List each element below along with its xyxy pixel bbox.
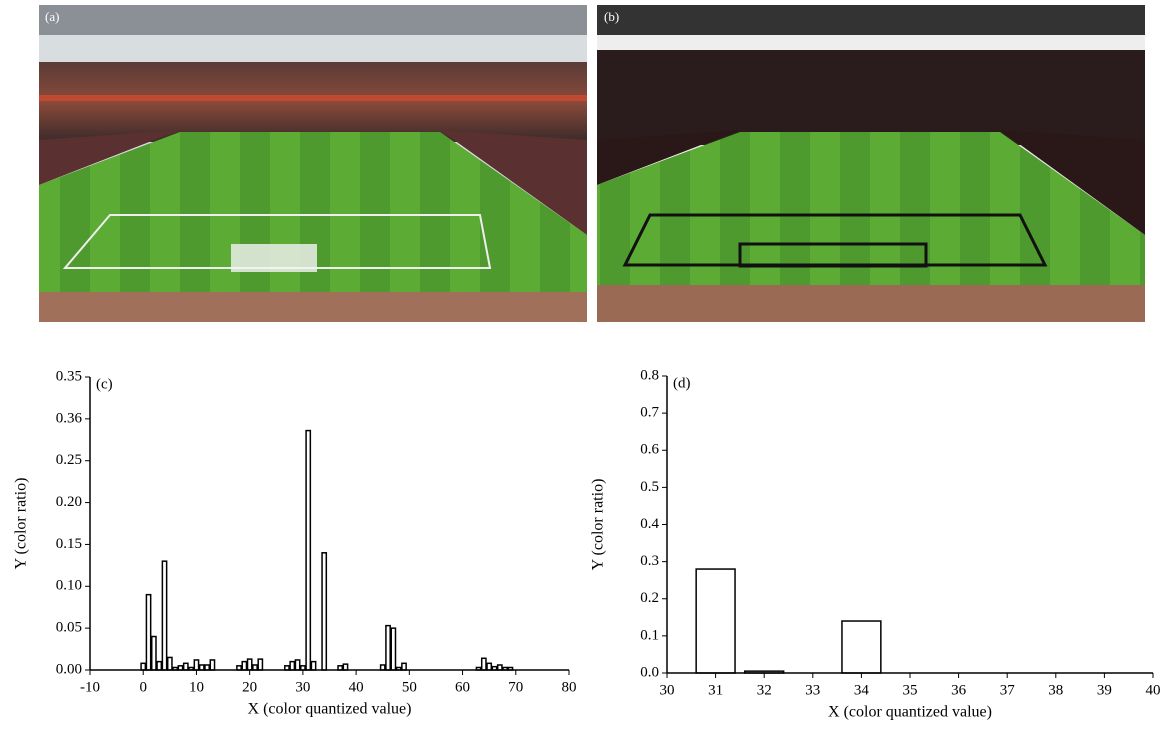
photo-a: (a) — [39, 5, 587, 322]
bar — [343, 664, 347, 670]
x-tick-label: 40 — [349, 679, 364, 695]
y-tick-label: 0.36 — [56, 410, 83, 426]
x-tick-label: 30 — [295, 679, 310, 695]
x-tick-label: 32 — [757, 682, 772, 698]
x-tick-label: 40 — [1146, 682, 1161, 698]
panel-label: (b) — [604, 9, 619, 24]
bar — [253, 665, 257, 670]
x-tick-label: 80 — [562, 679, 577, 695]
photo-b: (b) — [597, 5, 1145, 322]
y-tick-label: 0.7 — [640, 405, 659, 421]
x-tick-label: 10 — [189, 679, 204, 695]
x-tick-label: 70 — [508, 679, 523, 695]
y-tick-label: 0.35 — [56, 368, 82, 384]
bar — [391, 628, 395, 670]
y-tick-label: 0.10 — [56, 578, 82, 594]
y-tick-label: 0.5 — [640, 479, 659, 495]
panel-label: (d) — [673, 375, 691, 391]
x-tick-label: 20 — [242, 679, 257, 695]
y-tick-label: 0.0 — [640, 664, 659, 680]
x-tick-label: 33 — [805, 682, 820, 698]
bar — [295, 660, 299, 670]
y-tick-label: 0.20 — [56, 494, 82, 510]
x-tick-label: 31 — [708, 682, 723, 698]
bar — [205, 665, 209, 670]
bar — [482, 658, 486, 670]
bar — [381, 665, 385, 670]
panel-label: (a) — [45, 9, 59, 24]
x-tick-label: -10 — [80, 679, 100, 695]
y-tick-label: 0.1 — [640, 627, 659, 643]
y-tick-label: 0.00 — [56, 661, 82, 677]
y-tick-label: 0.6 — [640, 442, 659, 458]
x-tick-label: 60 — [455, 679, 470, 695]
y-tick-label: 0.05 — [56, 620, 82, 636]
bar — [402, 663, 406, 670]
x-axis-label: X (color quantized value) — [828, 704, 992, 721]
y-tick-label: 0.3 — [640, 553, 659, 569]
bar — [258, 659, 262, 670]
bar — [162, 561, 166, 670]
bar — [141, 663, 145, 670]
bar — [157, 662, 161, 670]
x-tick-label: 36 — [951, 682, 967, 698]
bar — [306, 431, 310, 670]
bar — [290, 662, 294, 670]
bar — [146, 595, 150, 670]
y-tick-label: 0.8 — [640, 367, 659, 383]
bar — [487, 663, 491, 670]
bar — [322, 553, 326, 670]
x-tick-label: 50 — [402, 679, 417, 695]
x-tick-label: 37 — [1000, 682, 1016, 698]
chart: 0.00 0.05 0.10 0.15 0.20 0.25 0.36 0.35 -10 0 10 20… — [13, 368, 577, 717]
x-tick-label: 35 — [903, 682, 918, 698]
bar — [842, 621, 881, 673]
y-axis-label: Y (color ratio) — [13, 478, 30, 570]
bar — [498, 665, 502, 670]
figure: (a) (b) 0.000.050.100.150.200.250.360.35… — [0, 0, 1167, 736]
x-axis-label: X (color quantized value) — [248, 701, 412, 718]
bar — [696, 569, 735, 673]
bar — [200, 665, 204, 670]
y-tick-label: 0.25 — [56, 452, 82, 468]
bar — [242, 662, 246, 670]
bar — [386, 626, 390, 670]
chart: 0.0 0.1 0.2 0.3 0.4 0.5 0.6 0.7 0.8 30 31 32 33 34 35 3… — [590, 367, 1161, 720]
bar — [210, 660, 214, 670]
panel-label: (c) — [96, 376, 113, 392]
x-tick-label: 30 — [660, 682, 675, 698]
bar — [168, 657, 172, 670]
bar — [311, 662, 315, 670]
bar — [152, 637, 156, 670]
x-tick-label: 34 — [854, 682, 870, 698]
y-axis-label: Y (color ratio) — [590, 479, 607, 571]
bar — [248, 659, 252, 670]
y-tick-label: 0.15 — [56, 536, 82, 552]
x-tick-label: 39 — [1097, 682, 1112, 698]
y-tick-label: 0.4 — [640, 516, 659, 532]
bar — [184, 663, 188, 670]
bar — [194, 660, 198, 670]
x-tick-label: 0 — [139, 679, 147, 695]
x-tick-label: 38 — [1048, 682, 1063, 698]
y-tick-label: 0.2 — [640, 590, 659, 606]
